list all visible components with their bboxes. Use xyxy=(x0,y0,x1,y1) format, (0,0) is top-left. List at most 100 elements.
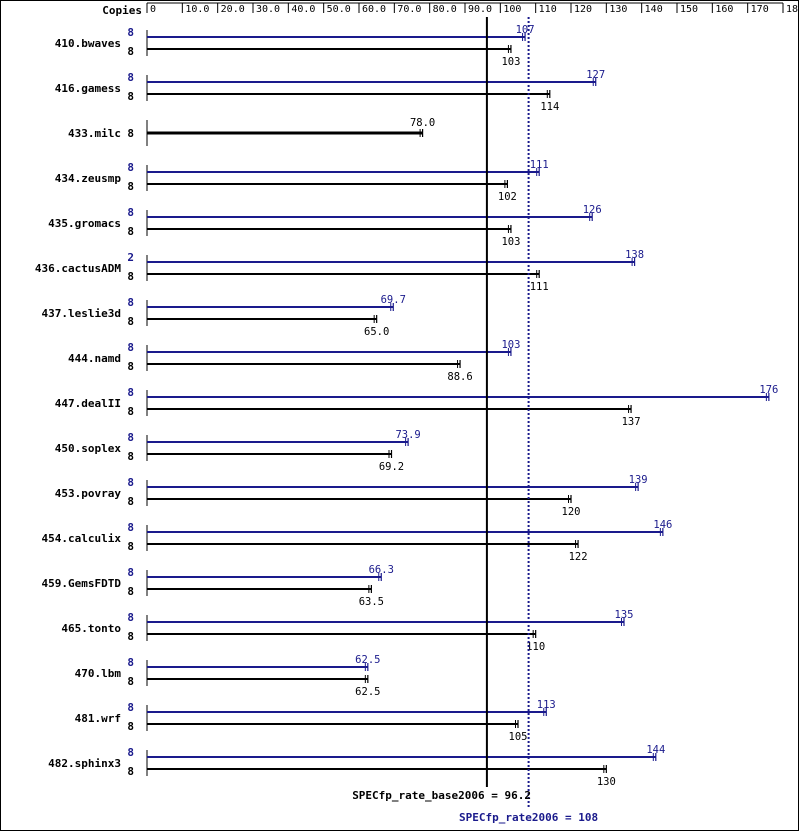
reference-lines xyxy=(485,17,530,808)
peak-value-label: 66.3 xyxy=(369,564,394,576)
base-copies: 8 xyxy=(127,585,134,598)
benchmark-row: 450.soplex 8 8 73.9 69.2 xyxy=(55,429,421,473)
benchmark-label: 410.bwaves xyxy=(55,37,121,50)
base-value-label: 122 xyxy=(569,551,588,563)
benchmark-row: 453.povray 8 8 139 120 xyxy=(55,474,648,518)
peak-copies: 8 xyxy=(127,71,134,84)
benchmark-row: 465.tonto 8 8 135 110 xyxy=(61,609,633,653)
peak-value-label: 127 xyxy=(586,69,605,81)
benchmark-label: 465.tonto xyxy=(61,622,121,635)
peak-value-label: 113 xyxy=(537,699,556,711)
peak-copies: 8 xyxy=(127,701,134,714)
peak-copies: 2 xyxy=(127,251,134,264)
base-value-label: 130 xyxy=(597,776,616,788)
peak-value-label: 126 xyxy=(583,204,602,216)
benchmark-label: 444.namd xyxy=(68,352,121,365)
x-tick-label: 150 xyxy=(680,4,698,15)
base-value-label: 114 xyxy=(540,101,559,113)
peak-copies: 8 xyxy=(127,386,134,399)
benchmark-label: 416.gamess xyxy=(55,82,121,95)
base-copies: 8 xyxy=(127,270,134,283)
benchmark-row: 454.calculix 8 8 146 122 xyxy=(42,519,673,563)
base-value-label: 105 xyxy=(509,731,528,743)
base-value-label: 69.2 xyxy=(379,461,404,473)
peak-copies: 8 xyxy=(127,566,134,579)
base-value-label: 111 xyxy=(530,281,549,293)
base-copies: 8 xyxy=(127,315,134,328)
benchmark-label: 435.gromacs xyxy=(48,217,121,230)
x-tick-label: 160 xyxy=(715,4,733,15)
benchmark-label: 482.sphinx3 xyxy=(48,757,121,770)
x-tick-label: 140 xyxy=(645,4,663,15)
peak-copies: 8 xyxy=(127,296,134,309)
base-value-label: 137 xyxy=(622,416,641,428)
peak-value-label: 62.5 xyxy=(355,654,380,666)
benchmark-row: 444.namd 8 8 103 88.6 xyxy=(68,339,520,383)
x-tick-label: 90.0 xyxy=(468,4,492,15)
base-copies: 8 xyxy=(127,495,134,508)
peak-value-label: 146 xyxy=(653,519,672,531)
benchmark-label: 481.wrf xyxy=(75,712,121,725)
base-value-label: 62.5 xyxy=(355,686,380,698)
x-tick-label: 20.0 xyxy=(221,4,245,15)
benchmark-label: 450.soplex xyxy=(55,442,122,455)
peak-copies: 8 xyxy=(127,746,134,759)
x-tick-label: 80.0 xyxy=(433,4,457,15)
base-copies: 8 xyxy=(127,540,134,553)
benchmark-row: 482.sphinx3 8 8 144 130 xyxy=(48,744,665,788)
base-value-label: 65.0 xyxy=(364,326,389,338)
base-copies: 8 xyxy=(127,630,134,643)
base-value-label: 78.0 xyxy=(410,117,435,129)
base-value-label: 63.5 xyxy=(359,596,384,608)
benchmark-row: 434.zeusmp 8 8 111 102 xyxy=(55,159,549,203)
peak-copies: 8 xyxy=(127,656,134,669)
peak-value-label: 111 xyxy=(530,159,549,171)
base-copies: 8 xyxy=(127,675,134,688)
x-tick-label: 180 xyxy=(786,4,799,15)
peak-copies: 8 xyxy=(127,341,134,354)
copies-header: Copies xyxy=(102,4,142,17)
benchmark-row: 433.milc 8 78.0 xyxy=(68,117,435,146)
peak-summary-label: SPECfp_rate2006 = 108 xyxy=(459,811,598,824)
benchmark-row: 437.leslie3d 8 8 69.7 65.0 xyxy=(42,294,406,338)
benchmark-label: 437.leslie3d xyxy=(42,307,121,320)
base-copies: 8 xyxy=(127,720,134,733)
peak-value-label: 144 xyxy=(646,744,665,756)
benchmark-row: 481.wrf 8 8 113 105 xyxy=(75,699,556,743)
base-copies: 8 xyxy=(127,45,134,58)
base-copies: 8 xyxy=(127,405,134,418)
peak-value-label: 69.7 xyxy=(381,294,406,306)
peak-copies: 8 xyxy=(127,611,134,624)
benchmark-row: 435.gromacs 8 8 126 103 xyxy=(48,204,602,248)
x-tick-label: 170 xyxy=(751,4,769,15)
benchmark-label: 436.cactusADM xyxy=(35,262,121,275)
benchmark-row: 470.lbm 8 8 62.5 62.5 xyxy=(75,654,381,698)
x-tick-label: 70.0 xyxy=(397,4,421,15)
base-value-label: 110 xyxy=(526,641,545,653)
peak-copies: 8 xyxy=(127,431,134,444)
base-copies: 8 xyxy=(127,127,134,140)
base-value-label: 103 xyxy=(501,56,520,68)
benchmark-row: 410.bwaves 8 8 107 103 xyxy=(55,24,535,68)
benchmark-row: 459.GemsFDTD 8 8 66.3 63.5 xyxy=(42,564,394,608)
benchmark-label: 470.lbm xyxy=(75,667,122,680)
benchmark-row: 436.cactusADM 2 8 138 111 xyxy=(35,249,644,293)
peak-value-label: 103 xyxy=(501,339,520,351)
x-tick-label: 120 xyxy=(574,4,592,15)
base-summary-label: SPECfp_rate_base2006 = 96.2 xyxy=(352,789,531,802)
x-tick-label: 30.0 xyxy=(256,4,280,15)
base-value-label: 103 xyxy=(501,236,520,248)
peak-copies: 8 xyxy=(127,206,134,219)
benchmark-label: 454.calculix xyxy=(42,532,122,545)
benchmark-row: 416.gamess 8 8 127 114 xyxy=(55,69,605,113)
x-tick-label: 110 xyxy=(539,4,557,15)
base-value-label: 88.6 xyxy=(447,371,472,383)
benchmark-rows: 410.bwaves 8 8 107 103 416.gamess 8 8 127 114 433.… xyxy=(35,24,778,788)
benchmark-label: 459.GemsFDTD xyxy=(42,577,122,590)
benchmark-label: 453.povray xyxy=(55,487,122,500)
x-axis-ticks: 0 10.0 20.0 30.0 40.0 50.0 60.0 70.0 80.0 90.0 100… xyxy=(146,2,799,15)
benchmark-row: 447.dealII 8 8 176 137 xyxy=(55,384,779,428)
base-copies: 8 xyxy=(127,765,134,778)
